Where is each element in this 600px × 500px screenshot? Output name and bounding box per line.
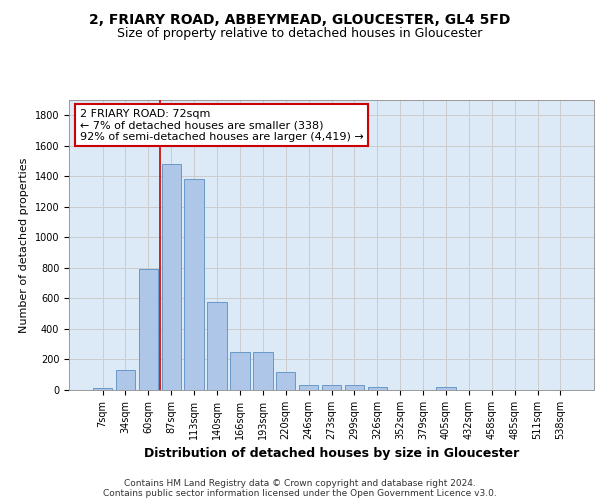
Bar: [368, 387, 387, 390]
Bar: [299, 384, 319, 390]
Bar: [276, 372, 295, 390]
Bar: [161, 164, 181, 390]
Text: Contains HM Land Registry data © Crown copyright and database right 2024.: Contains HM Land Registry data © Crown c…: [124, 478, 476, 488]
Bar: [93, 388, 112, 390]
Bar: [116, 370, 135, 390]
Bar: [230, 352, 250, 390]
Text: 2, FRIARY ROAD, ABBEYMEAD, GLOUCESTER, GL4 5FD: 2, FRIARY ROAD, ABBEYMEAD, GLOUCESTER, G…: [89, 12, 511, 26]
Bar: [208, 302, 227, 390]
Bar: [344, 386, 364, 390]
Text: Size of property relative to detached houses in Gloucester: Size of property relative to detached ho…: [118, 28, 482, 40]
Bar: [322, 386, 341, 390]
Bar: [139, 268, 158, 390]
Bar: [184, 178, 204, 390]
Y-axis label: Number of detached properties: Number of detached properties: [19, 158, 29, 332]
Bar: [253, 352, 272, 390]
Text: 2 FRIARY ROAD: 72sqm
← 7% of detached houses are smaller (338)
92% of semi-detac: 2 FRIARY ROAD: 72sqm ← 7% of detached ho…: [79, 108, 363, 142]
Bar: [436, 387, 455, 390]
X-axis label: Distribution of detached houses by size in Gloucester: Distribution of detached houses by size …: [144, 448, 519, 460]
Text: Contains public sector information licensed under the Open Government Licence v3: Contains public sector information licen…: [103, 488, 497, 498]
